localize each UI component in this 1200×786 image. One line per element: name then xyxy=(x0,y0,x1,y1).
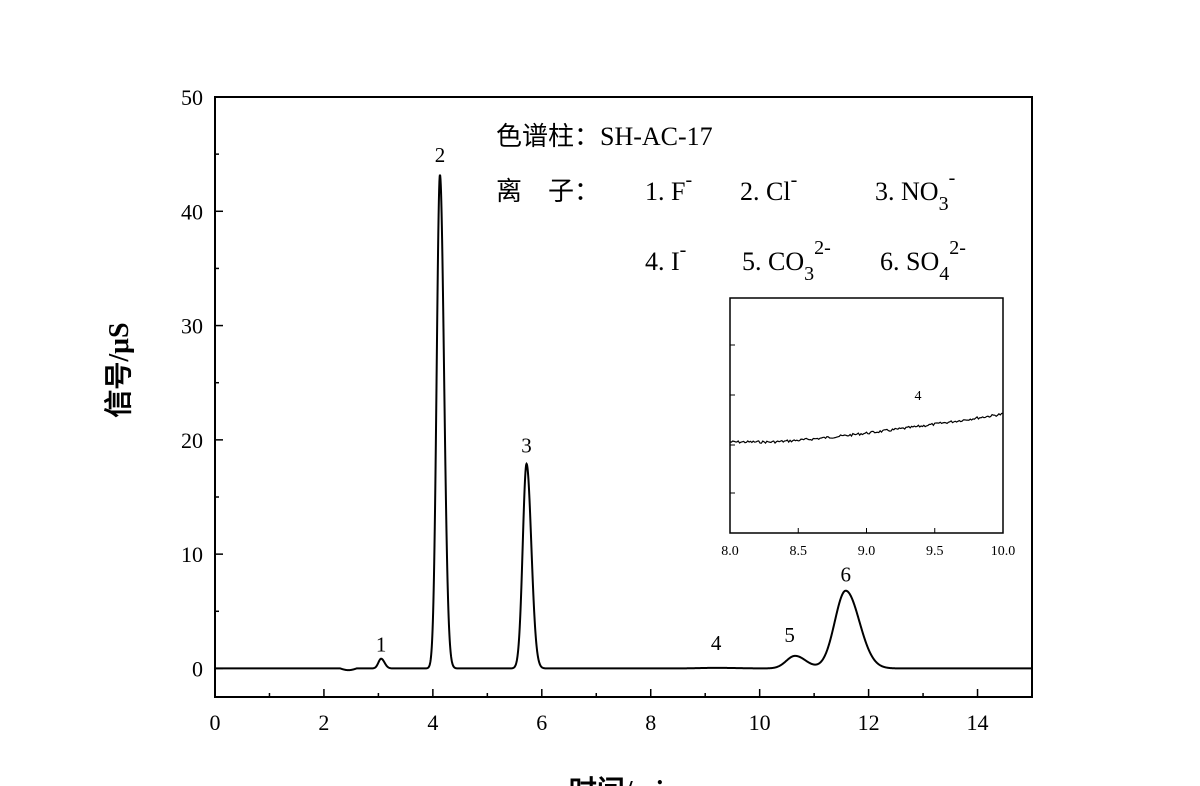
x-tick-label: 14 xyxy=(967,710,989,735)
inset-x-tick-label: 10.0 xyxy=(991,544,1016,559)
inset-peak-label: 4 xyxy=(915,389,922,404)
peak-label: 5 xyxy=(784,623,795,647)
y-tick-label: 10 xyxy=(181,542,203,567)
legend-ion-list: 1. F- 2. Cl- 3. NO3- 4. I- 5. CO32- 6. SO42- xyxy=(645,167,966,285)
legend-ion-entry: 2. Cl- xyxy=(740,169,797,206)
inset-ticks: 8.0 8.5 9.0 9.5 10.0 xyxy=(721,344,1016,559)
legend-ion-entry: 6. SO42- xyxy=(880,237,966,285)
y-tick-label: 20 xyxy=(181,428,203,453)
inset-plot: 8.0 8.5 9.0 9.5 10.0 4 xyxy=(721,297,1016,559)
peak-label: 3 xyxy=(521,433,532,457)
legend-column: 色谱柱：SH-AC-17 xyxy=(496,122,713,151)
legend-ion-entry: 3. NO3- xyxy=(875,167,955,215)
x-tick-label: 0 xyxy=(210,710,221,735)
peak-label: 4 xyxy=(711,631,722,655)
x-axis-title: 时间/min xyxy=(569,775,680,786)
x-tick-label: 6 xyxy=(536,710,547,735)
y-axis-title: 信号/μS xyxy=(103,322,135,417)
legend: 色谱柱：SH-AC-17 离 子： 1. F- 2. Cl- 3. NO3- 4. I… xyxy=(496,122,966,285)
y-tick-label: 50 xyxy=(181,85,203,110)
x-tick-label: 10 xyxy=(749,710,771,735)
x-tick-label: 12 xyxy=(858,710,880,735)
inset-x-tick-label: 9.5 xyxy=(926,544,944,559)
y-tick-label: 0 xyxy=(192,656,203,681)
chromatogram-line xyxy=(215,174,1032,672)
legend-ion-entry: 1. F- xyxy=(645,169,692,206)
legend-ion-entry: 4. I- xyxy=(645,239,686,276)
inset-line xyxy=(729,412,1004,445)
x-tick-label: 4 xyxy=(427,710,438,735)
x-axis-ticks: 0 2 4 6 8 10 12 14 xyxy=(210,689,1033,735)
peak-label: 6 xyxy=(840,563,851,587)
inset-x-tick-label: 8.0 xyxy=(721,544,739,559)
x-tick-label: 8 xyxy=(645,710,656,735)
y-tick-label: 40 xyxy=(181,199,203,224)
y-axis-ticks: 0 10 20 30 40 50 xyxy=(181,85,223,681)
y-tick-label: 30 xyxy=(181,314,203,339)
inset-x-tick-label: 9.0 xyxy=(858,544,876,559)
peak-label: 2 xyxy=(435,143,446,167)
x-tick-label: 2 xyxy=(318,710,329,735)
inset-frame xyxy=(729,297,1004,534)
peak-label: 1 xyxy=(376,632,387,656)
legend-ions-label: 离 子： xyxy=(496,177,600,206)
inset-x-tick-label: 8.5 xyxy=(790,544,808,559)
legend-ion-entry: 5. CO32- xyxy=(742,237,831,285)
peak-labels: 1 2 3 4 5 6 xyxy=(376,143,851,656)
plot-frame xyxy=(214,96,1033,698)
